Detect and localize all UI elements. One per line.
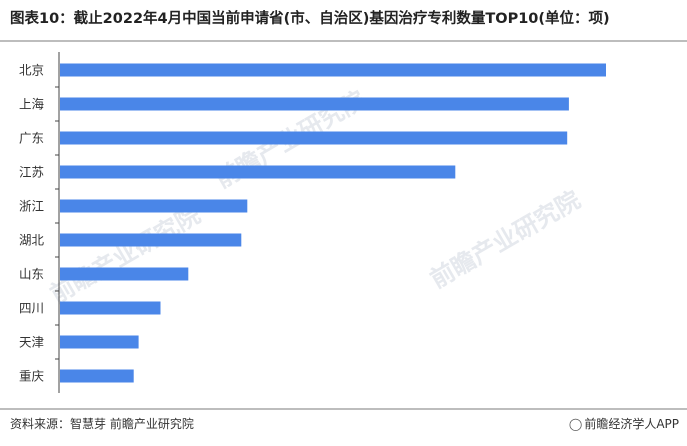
brand-name: 前瞻经济学人APP xyxy=(584,417,679,431)
bars-group xyxy=(60,63,606,383)
bar-9 xyxy=(60,335,139,349)
category-label: 江苏 xyxy=(19,165,44,180)
chart-title: 图表10：截止2022年4月中国当前申请省(市、自治区)基因治疗专利数量TOP1… xyxy=(10,11,610,27)
bar-7 xyxy=(60,267,189,281)
bar-4 xyxy=(60,165,456,179)
category-label: 四川 xyxy=(19,301,44,316)
bar-6 xyxy=(60,233,242,247)
bottom-divider xyxy=(0,408,687,410)
top-divider xyxy=(0,40,687,42)
bar-5 xyxy=(60,199,248,213)
bar-1 xyxy=(60,63,606,77)
bar-8 xyxy=(60,301,161,315)
category-label: 浙江 xyxy=(19,199,44,214)
brand-credit: ◯ 前瞻经济学人APP xyxy=(569,415,679,432)
bar-10 xyxy=(60,369,134,383)
brand-logo-icon: ◯ xyxy=(568,417,583,431)
category-label: 广东 xyxy=(19,131,44,146)
source-note: 资料来源：智慧芽 前瞻产业研究院 xyxy=(10,417,194,431)
category-label: 上海 xyxy=(19,97,45,112)
bar-3 xyxy=(60,131,568,145)
bar-2 xyxy=(60,97,569,111)
category-label: 天津 xyxy=(19,335,44,350)
category-label: 山东 xyxy=(19,267,44,282)
category-label: 北京 xyxy=(19,63,44,78)
category-label: 湖北 xyxy=(19,233,45,248)
category-label: 重庆 xyxy=(19,369,45,384)
